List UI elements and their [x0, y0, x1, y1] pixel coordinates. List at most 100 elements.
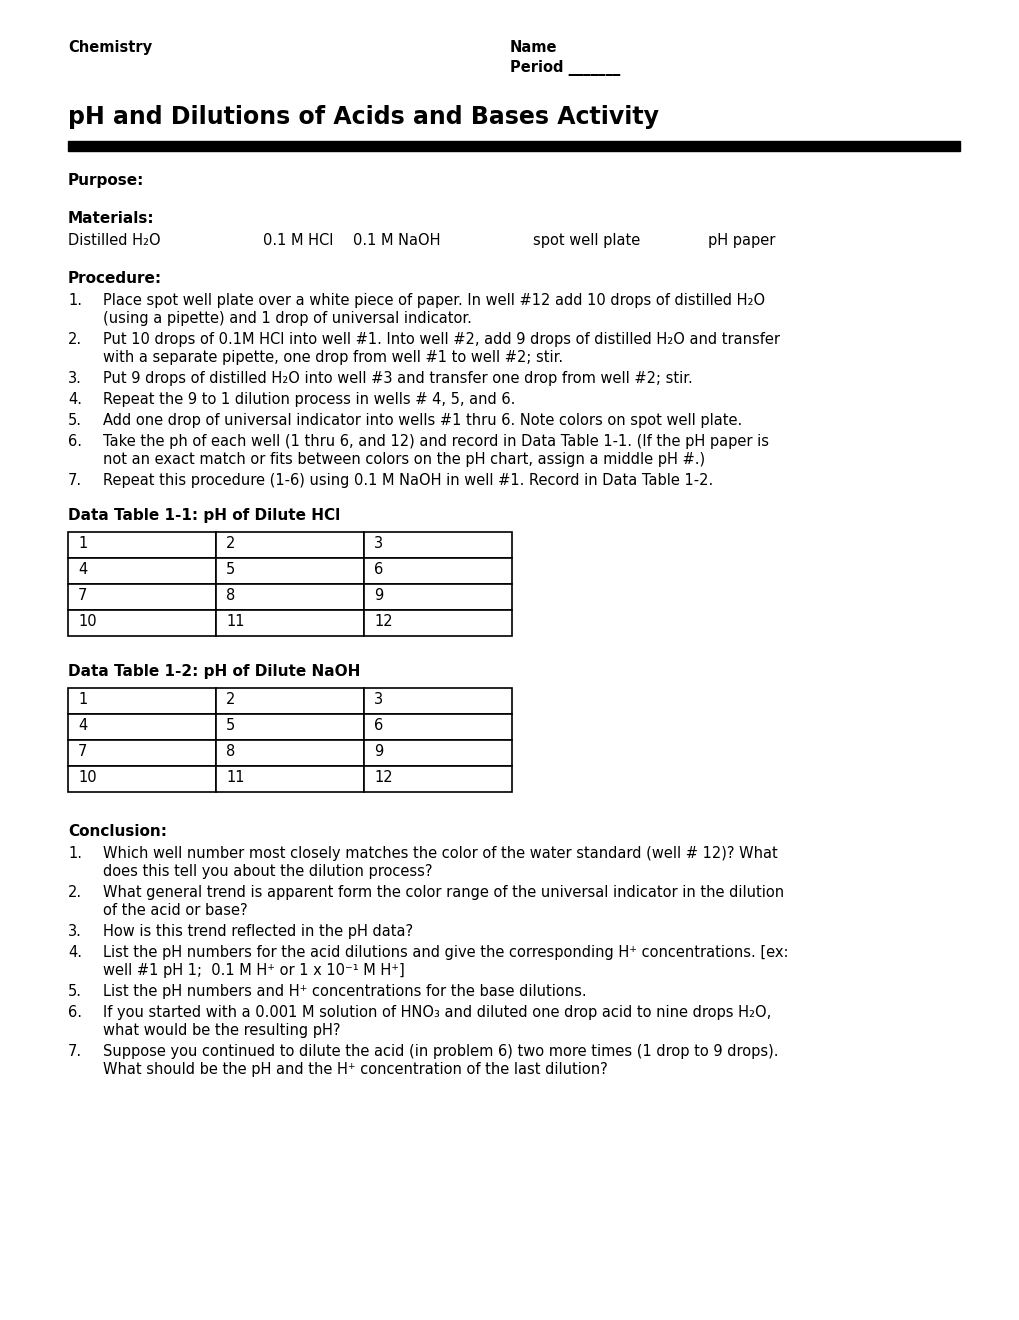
Bar [216, 766, 364, 792]
Text: 1: 1 [77, 536, 88, 552]
Text: Put 10 drops of 0.1M HCl into well #1. Into well #2, add 9 drops of distilled H₂: Put 10 drops of 0.1M HCl into well #1. I… [103, 333, 780, 347]
Text: 1.: 1. [68, 293, 82, 308]
Bar [364, 610, 512, 636]
Text: 4: 4 [77, 718, 88, 734]
Text: Distilled H₂O: Distilled H₂O [68, 234, 160, 248]
Text: 12: 12 [374, 771, 392, 785]
Text: 7.: 7. [68, 1044, 83, 1059]
Text: 10: 10 [77, 771, 97, 785]
Text: does this tell you about the dilution process?: does this tell you about the dilution pr… [103, 865, 432, 879]
Text: Place spot well plate over a white piece of paper. In well #12 add 10 drops of d: Place spot well plate over a white piece… [103, 293, 764, 308]
Text: 4.: 4. [68, 945, 82, 960]
Text: Data Table 1-1: pH of Dilute HCl: Data Table 1-1: pH of Dilute HCl [68, 508, 340, 523]
Text: 3.: 3. [68, 371, 82, 385]
Text: Period _______: Period _______ [510, 59, 620, 77]
Text: Name: Name [510, 40, 557, 55]
Text: 6: 6 [374, 562, 383, 578]
Text: 5: 5 [226, 562, 235, 578]
Text: 6: 6 [374, 718, 383, 734]
Bar [364, 688, 512, 714]
Text: Suppose you continued to dilute the acid (in problem 6) two more times (1 drop t: Suppose you continued to dilute the acid… [103, 1044, 777, 1059]
Text: List the pH numbers and H⁺ concentrations for the base dilutions.: List the pH numbers and H⁺ concentration… [103, 983, 586, 999]
Text: 1.: 1. [68, 846, 82, 861]
Text: Procedure:: Procedure: [68, 271, 162, 286]
Text: 2: 2 [226, 693, 235, 708]
Text: 7.: 7. [68, 473, 83, 488]
Text: 2.: 2. [68, 333, 83, 347]
Text: 5.: 5. [68, 983, 82, 999]
Text: Conclusion:: Conclusion: [68, 824, 167, 840]
Text: (using a pipette) and 1 drop of universal indicator.: (using a pipette) and 1 drop of universa… [103, 312, 472, 326]
Bar [216, 610, 364, 636]
Text: What general trend is apparent form the color range of the universal indicator i: What general trend is apparent form the … [103, 884, 784, 900]
Text: 2: 2 [226, 536, 235, 552]
Text: 2.: 2. [68, 884, 83, 900]
Text: 3: 3 [374, 536, 383, 552]
Bar [216, 532, 364, 558]
Text: Materials:: Materials: [68, 211, 155, 226]
Text: Take the ph of each well (1 thru 6, and 12) and record in Data Table 1-1. (If th: Take the ph of each well (1 thru 6, and … [103, 434, 768, 449]
Text: 3.: 3. [68, 924, 82, 939]
Bar [364, 766, 512, 792]
Text: Chemistry: Chemistry [68, 40, 152, 55]
Bar [364, 532, 512, 558]
Text: 8: 8 [226, 744, 235, 759]
Text: well #1 pH 1;  0.1 M H⁺ or 1 x 10⁻¹ M H⁺]: well #1 pH 1; 0.1 M H⁺ or 1 x 10⁻¹ M H⁺] [103, 964, 405, 978]
Bar [68, 532, 216, 558]
Text: 9: 9 [374, 589, 383, 603]
Text: 0.1 M HCl: 0.1 M HCl [263, 234, 333, 248]
Text: 11: 11 [226, 615, 245, 630]
Text: 8: 8 [226, 589, 235, 603]
Text: 12: 12 [374, 615, 392, 630]
Text: Repeat this procedure (1-6) using 0.1 M NaOH in well #1. Record in Data Table 1-: Repeat this procedure (1-6) using 0.1 M … [103, 473, 712, 488]
Bar [216, 583, 364, 610]
Text: List the pH numbers for the acid dilutions and give the corresponding H⁺ concent: List the pH numbers for the acid dilutio… [103, 945, 788, 960]
Text: 4.: 4. [68, 392, 82, 407]
Bar [68, 583, 216, 610]
Text: Purpose:: Purpose: [68, 173, 145, 187]
Text: 5.: 5. [68, 413, 82, 428]
Bar [68, 741, 216, 766]
Text: How is this trend reflected in the pH data?: How is this trend reflected in the pH da… [103, 924, 413, 939]
Text: 3: 3 [374, 693, 383, 708]
Bar [68, 766, 216, 792]
Bar [68, 141, 959, 150]
Text: 4: 4 [77, 562, 88, 578]
Text: 0.1 M NaOH: 0.1 M NaOH [353, 234, 440, 248]
Text: 1: 1 [77, 693, 88, 708]
Text: 11: 11 [226, 771, 245, 785]
Text: 5: 5 [226, 718, 235, 734]
Text: pH and Dilutions of Acids and Bases Activity: pH and Dilutions of Acids and Bases Acti… [68, 106, 658, 129]
Bar [364, 558, 512, 583]
Text: 6.: 6. [68, 434, 82, 449]
Text: If you started with a 0.001 M solution of HNO₃ and diluted one drop acid to nine: If you started with a 0.001 M solution o… [103, 1005, 770, 1020]
Text: of the acid or base?: of the acid or base? [103, 903, 248, 917]
Text: Repeat the 9 to 1 dilution process in wells # 4, 5, and 6.: Repeat the 9 to 1 dilution process in we… [103, 392, 515, 407]
Bar [216, 688, 364, 714]
Text: with a separate pipette, one drop from well #1 to well #2; stir.: with a separate pipette, one drop from w… [103, 350, 562, 366]
Bar [216, 714, 364, 741]
Text: pH paper: pH paper [707, 234, 774, 248]
Bar [216, 741, 364, 766]
Text: 9: 9 [374, 744, 383, 759]
Text: 6.: 6. [68, 1005, 82, 1020]
Text: 7: 7 [77, 589, 88, 603]
Text: Which well number most closely matches the color of the water standard (well # 1: Which well number most closely matches t… [103, 846, 777, 861]
Text: What should be the pH and the H⁺ concentration of the last dilution?: What should be the pH and the H⁺ concent… [103, 1063, 607, 1077]
Text: 10: 10 [77, 615, 97, 630]
Bar [68, 714, 216, 741]
Text: Add one drop of universal indicator into wells #1 thru 6. Note colors on spot we: Add one drop of universal indicator into… [103, 413, 742, 428]
Bar [364, 583, 512, 610]
Bar [68, 610, 216, 636]
Text: what would be the resulting pH?: what would be the resulting pH? [103, 1023, 340, 1038]
Bar [216, 558, 364, 583]
Text: 7: 7 [77, 744, 88, 759]
Bar [364, 714, 512, 741]
Bar [364, 741, 512, 766]
Text: Put 9 drops of distilled H₂O into well #3 and transfer one drop from well #2; st: Put 9 drops of distilled H₂O into well #… [103, 371, 692, 385]
Bar [68, 688, 216, 714]
Bar [68, 558, 216, 583]
Text: not an exact match or fits between colors on the pH chart, assign a middle pH #.: not an exact match or fits between color… [103, 451, 704, 467]
Text: Data Table 1-2: pH of Dilute NaOH: Data Table 1-2: pH of Dilute NaOH [68, 664, 360, 678]
Text: spot well plate: spot well plate [533, 234, 640, 248]
